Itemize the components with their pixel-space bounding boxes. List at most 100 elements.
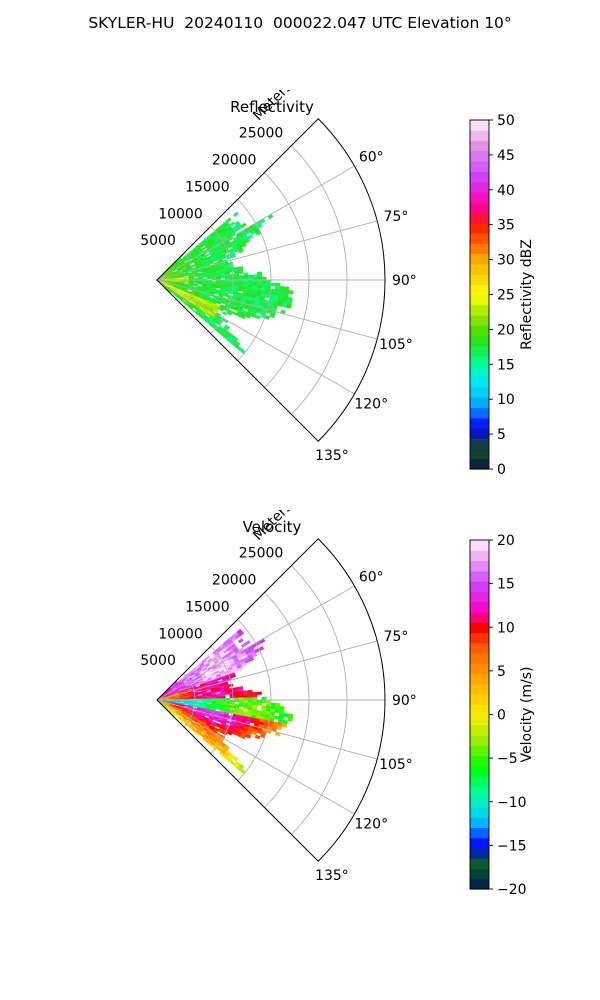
- colorbar-segment: [470, 171, 489, 183]
- colorbar-tick-label: 30: [497, 253, 515, 269]
- colorbar-tick-label: 40: [497, 183, 515, 199]
- colorbar-segment: [470, 735, 489, 746]
- colorbar-segment: [470, 458, 489, 470]
- radar-gate: [243, 274, 249, 278]
- colorbar-segment: [470, 755, 489, 767]
- colorbar-segment: [470, 786, 489, 798]
- radar-gate: [238, 692, 244, 696]
- radar-gate: [225, 275, 231, 279]
- colorbar-segment: [470, 817, 489, 829]
- radar-gate: [241, 243, 247, 248]
- azimuth-tick-label: 120°: [354, 397, 388, 413]
- radar-gate: [226, 217, 232, 223]
- radar-gate: [256, 282, 263, 286]
- colorbar-segment: [470, 191, 489, 203]
- radar-gate: [256, 274, 263, 278]
- colorbar-segment: [470, 294, 489, 306]
- radar-gate: [266, 279, 272, 284]
- range-tick-label: 5000: [140, 233, 176, 249]
- colorbar-segment: [470, 570, 489, 582]
- azimuth-gridline: [156, 220, 378, 281]
- radar-gate: [266, 702, 272, 707]
- radar-gate: [228, 711, 234, 715]
- radar-gate: [238, 630, 245, 637]
- colorbar-segment: [470, 386, 489, 398]
- radar-gate: [287, 717, 293, 722]
- radar-gate: [247, 234, 254, 240]
- radar-gate: [183, 281, 190, 284]
- radar-gate: [229, 705, 235, 709]
- colorbar-segment: [470, 560, 489, 572]
- colorbar-segment: [470, 345, 489, 357]
- radar-gate: [226, 731, 233, 736]
- colorbar-segment: [470, 622, 489, 633]
- radar-gate: [243, 694, 249, 698]
- colorbar-segment: [470, 232, 489, 244]
- radar-gate: [266, 282, 272, 287]
- colorbar-segment: [470, 243, 489, 255]
- radar-gate: [252, 694, 258, 698]
- radar-gate: [245, 734, 251, 739]
- colorbar: [470, 120, 489, 470]
- colorbar-segment: [470, 366, 489, 378]
- radar-gate: [206, 276, 212, 279]
- colorbar-tick-label: 0: [497, 708, 506, 724]
- radar-gate: [228, 291, 234, 295]
- colorbar-segment: [470, 652, 489, 664]
- colorbar-segment: [470, 120, 489, 131]
- radar-gate: [279, 706, 285, 711]
- colorbar-segment: [470, 683, 489, 695]
- radar-gate: [247, 282, 253, 286]
- colorbar-segment: [470, 673, 489, 685]
- radar-gate: [184, 277, 190, 279]
- azimuth-gridline: [156, 585, 355, 701]
- radar-field: [156, 211, 294, 355]
- chart-title: Velocity: [243, 518, 302, 536]
- colorbar-tick-label: 10: [497, 620, 515, 636]
- radar-gate: [224, 692, 230, 695]
- radar-gate: [284, 286, 290, 291]
- radar-gate: [288, 290, 294, 295]
- chart-title: Reflectivity: [230, 98, 314, 116]
- colorbar-segment: [470, 868, 489, 880]
- radar-gate: [277, 302, 283, 307]
- azimuth-gridline: [156, 699, 355, 815]
- colorbar-segment: [470, 427, 489, 439]
- radar-gate: [254, 734, 261, 740]
- radar-gate: [238, 270, 244, 274]
- radar-gate: [184, 698, 190, 700]
- colorbar-segment: [470, 693, 489, 705]
- colorbar-segment: [470, 335, 489, 347]
- radar-gate: [228, 683, 234, 687]
- colorbar-segment: [470, 745, 489, 757]
- colorbar-segment: [470, 140, 489, 152]
- radar-gate: [220, 276, 226, 279]
- colorbar-tick-label: 15: [497, 357, 515, 373]
- azimuth-gridline: [156, 640, 378, 701]
- radar-gate: [256, 702, 263, 706]
- colorbar-tick-label: 20: [497, 322, 515, 338]
- azimuth-gridline: [156, 699, 378, 760]
- azimuth-tick-label: 135°: [315, 448, 349, 464]
- range-tick-label: 20000: [212, 153, 257, 169]
- velocity-chart: Velocity500010000150002000025000Meters60…: [140, 499, 535, 898]
- colorbar-segment: [470, 181, 489, 193]
- colorbar-tick-label: −15: [497, 838, 527, 854]
- radar-gate: [238, 249, 244, 254]
- reflectivity-panel: Reflectivity 5000 10000 15000 20000 25000 Mete…: [0, 79, 600, 510]
- colorbar-segment: [470, 448, 489, 460]
- radar-gate: [242, 706, 249, 710]
- radar-gate: [179, 276, 185, 279]
- radar-gate: [274, 709, 280, 714]
- colorbar-segment: [470, 837, 489, 849]
- azimuth-tick-label: 90°: [392, 273, 417, 289]
- colorbar-segment: [470, 304, 489, 316]
- range-tick-label: 25000: [239, 126, 284, 142]
- colorbar-segment: [470, 212, 489, 224]
- colorbar-tick-label: 25: [497, 288, 515, 304]
- radar-gate: [230, 254, 236, 259]
- range-tick-label: 15000: [185, 599, 230, 615]
- azimuth-tick-label: 105°: [379, 757, 413, 773]
- radar-gate: [193, 702, 199, 705]
- colorbar-segment: [470, 632, 489, 644]
